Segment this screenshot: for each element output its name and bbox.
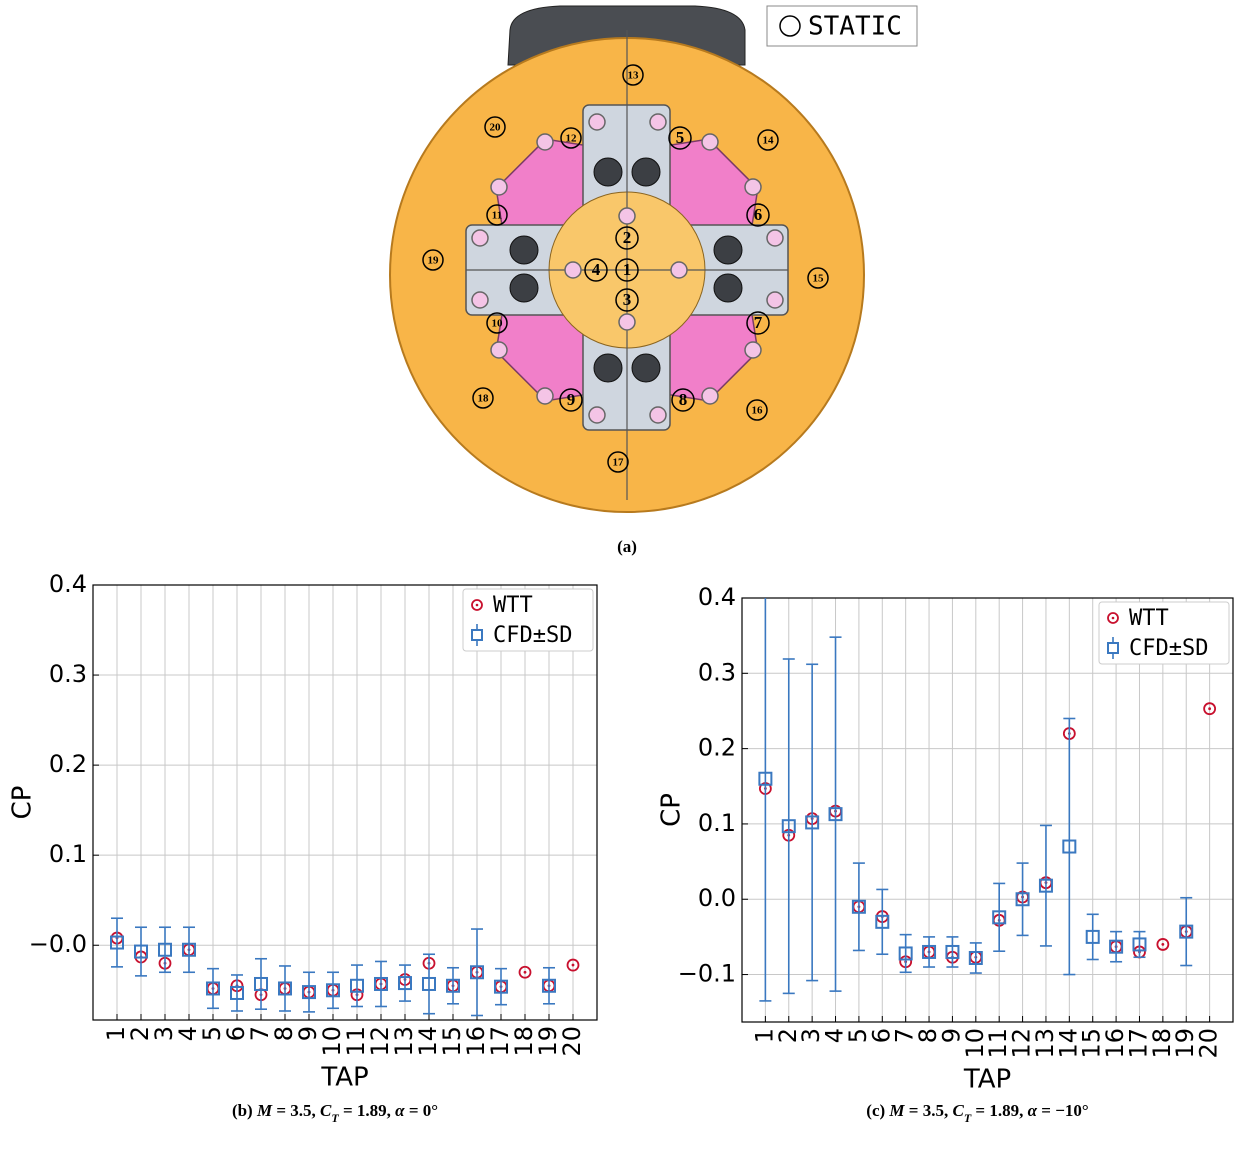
legend-marker [472,630,482,640]
y-tick-label: −0.1 [678,960,736,988]
y-axis-label: CP [8,786,38,820]
y-axis-label: CP [657,793,687,827]
legend-marker-dot [1112,617,1115,620]
y-tick-label: −0.0 [29,930,87,958]
caption-part: = −10° [1037,1101,1089,1120]
wtt-point-dot [572,964,575,967]
panel-caption: (a) [617,537,637,556]
legend-label: WTT [493,593,533,618]
y-tick-label: 0.4 [698,583,736,611]
caption-part: = 3.5, [905,1101,953,1120]
caption-part: = 0° [405,1101,439,1120]
tap-label: 10 [492,318,504,330]
legend-label: CFD±SD [1129,636,1208,661]
caption-part: C [952,1101,964,1120]
tap-label: 6 [754,205,763,224]
y-tick-label: 0.2 [698,734,736,762]
tap-label: 11 [492,210,502,222]
tap-label: 18 [478,393,490,405]
y-tick-label: 0.1 [49,840,87,868]
legend-marker [1108,643,1118,653]
tap-label: 12 [566,133,578,145]
tap-layout-diagram: 1234567891011121314151617181920 STATIC (… [390,6,917,556]
x-axis-label: TAP [963,1065,1011,1095]
wtt-point-dot [524,971,527,974]
tap-label: 16 [752,405,764,417]
legend-label: STATIC [808,12,902,42]
x-tick-label: 20 [1195,1028,1223,1059]
caption-part: = 1.89, [971,1101,1027,1120]
panel-caption: (b) M = 3.5, CT = 1.89, α = 0° [232,1101,438,1125]
tap-label: 8 [679,390,688,409]
x-tick-label: 20 [558,1026,586,1057]
caption-part: C [320,1101,332,1120]
tap-label: 5 [676,128,685,147]
y-tick-label: 0.3 [49,660,87,688]
legend-label: WTT [1129,606,1169,631]
y-tick-label: 0.0 [698,884,736,912]
chart: 1234567891011121314151617181920−0.00.10.… [8,570,598,1125]
tap-label: 2 [623,228,632,247]
caption-part: (b) [232,1101,257,1120]
y-tick-label: 0.1 [698,809,736,837]
tap-label: 7 [754,313,763,332]
tap-label: 9 [567,390,576,409]
chart: 1234567891011121314151617181920−0.10.00.… [657,557,1234,1125]
caption-part: = 1.89, [339,1101,395,1120]
y-tick-label: 0.4 [49,570,87,598]
y-tick-label: 0.2 [49,750,87,778]
tap-label: 3 [623,290,632,309]
tap-label: 13 [628,70,640,82]
wtt-point-dot [1161,943,1164,946]
legend-label: CFD±SD [493,623,572,648]
tap-label: 19 [428,255,440,267]
caption-part: (c) [866,1101,889,1120]
tap-label: 4 [592,260,601,279]
caption-part: M [888,1101,905,1120]
figure: 1234567891011121314151617181920 STATIC (… [0,0,1239,1149]
tap-label: 14 [763,135,775,147]
panel-caption: (c) M = 3.5, CT = 1.89, α = −10° [866,1101,1088,1125]
tap-label: 17 [613,457,625,469]
x-axis-label: TAP [320,1063,368,1093]
tap-label: 1 [623,260,632,279]
legend-marker-dot [476,604,479,607]
wtt-point-dot [1208,707,1211,710]
tap-label: 15 [813,273,825,285]
caption-part: = 3.5, [272,1101,320,1120]
tap-label: 20 [490,122,502,134]
caption-part: M [256,1101,273,1120]
y-tick-label: 0.3 [698,658,736,686]
